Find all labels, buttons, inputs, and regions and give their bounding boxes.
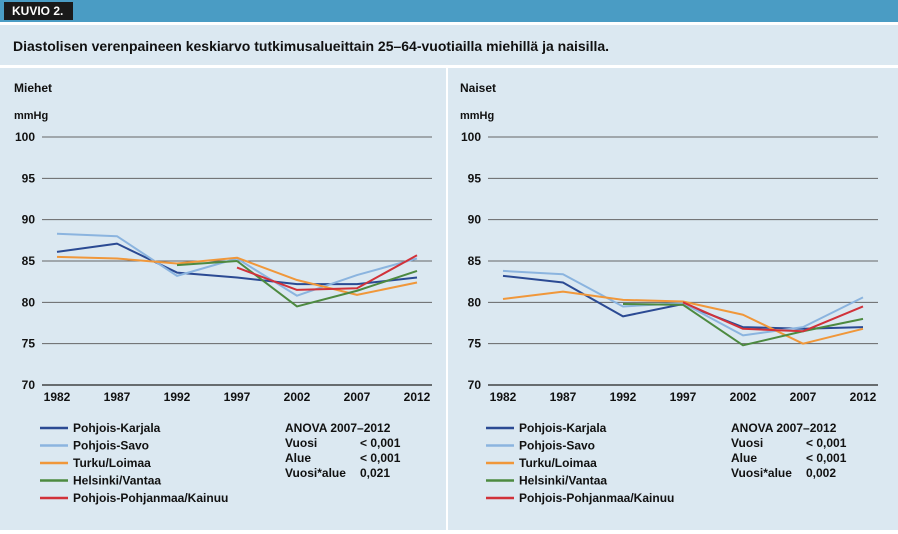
men-y-tick-label: 80 (22, 295, 36, 309)
men-legend-label: Turku/Loimaa (73, 456, 151, 470)
women-x-tick-label: 1987 (550, 390, 577, 404)
men-y-tick-label: 85 (22, 254, 36, 268)
women-stats-label: Alue (731, 451, 757, 465)
men-stats-label: Vuosi (285, 436, 317, 450)
men-stats-value: 0,021 (360, 466, 390, 480)
women-stats-label: Vuosi*alue (731, 466, 792, 480)
women-legend-label: Pohjois-Savo (519, 439, 595, 453)
women-stats-value: < 0,001 (806, 436, 847, 450)
figure-tag: KUVIO 2. (4, 2, 74, 20)
men-legend-label: Pohjois-Karjala (73, 421, 161, 435)
women-y-axis-label: mmHg (460, 110, 494, 122)
panel-women-background (448, 68, 898, 530)
women-series-line (502, 290, 864, 345)
women-y-tick-label: 80 (468, 295, 482, 309)
men-x-tick-label: 2012 (404, 390, 431, 404)
women-legend-label: Pohjois-Pohjanmaa/Kainuu (519, 491, 674, 505)
women-stats-value: 0,002 (806, 466, 836, 480)
charts-svg: Miehet mmHg 70 75 80 85 90 95 100 1982 1987 1992 199… (14, 81, 878, 505)
men-legend-label: Helsinki/Vantaa (73, 474, 161, 488)
men-y-tick-label: 70 (22, 378, 36, 392)
men-series-line (56, 242, 418, 286)
men-y-tick-label: 95 (22, 171, 36, 185)
men-series-line (236, 254, 418, 291)
women-panel-title: Naiset (460, 81, 496, 95)
men-series-line (56, 232, 418, 297)
men-series-line (176, 260, 418, 308)
women-x-tick-label: 2007 (790, 390, 817, 404)
men-x-tick-label: 2002 (284, 390, 311, 404)
women-x-tick-label: 2012 (850, 390, 877, 404)
men-stats-label: Alue (285, 451, 311, 465)
men-x-tick-label: 2007 (344, 390, 371, 404)
women-x-tick-label: 1982 (490, 390, 517, 404)
men-y-tick-label: 90 (22, 213, 36, 227)
women-legend-label: Helsinki/Vantaa (519, 474, 607, 488)
figure-title: Diastolisen verenpaineen keskiarvo tutki… (13, 38, 610, 54)
women-y-tick-label: 85 (468, 254, 482, 268)
women-legend-label: Turku/Loimaa (519, 456, 597, 470)
women-series-line (622, 302, 864, 347)
men-legend-label: Pohjois-Pohjanmaa/Kainuu (73, 491, 228, 505)
men-y-tick-label: 75 (22, 337, 36, 351)
title-bar: Diastolisen verenpaineen keskiarvo tutki… (0, 25, 898, 65)
women-y-tick-label: 90 (468, 213, 482, 227)
men-series-line (56, 255, 418, 296)
women-x-tick-label: 1992 (610, 390, 637, 404)
men-y-axis-label: mmHg (14, 110, 48, 122)
men-x-tick-label: 1992 (164, 390, 191, 404)
panel-men-background (0, 68, 446, 530)
header-bar: KUVIO 2. (0, 0, 898, 22)
women-y-tick-label: 95 (468, 171, 482, 185)
women-y-tick-label: 100 (461, 130, 481, 144)
men-stats-label: Vuosi*alue (285, 466, 346, 480)
men-stats-value: < 0,001 (360, 451, 401, 465)
men-x-tick-label: 1987 (104, 390, 131, 404)
women-series-line (682, 301, 864, 333)
women-x-tick-label: 1997 (670, 390, 697, 404)
men-y-tick-label: 100 (15, 130, 35, 144)
men-legend-label: Pohjois-Savo (73, 439, 149, 453)
men-x-tick-label: 1997 (224, 390, 251, 404)
women-stats-value: < 0,001 (806, 451, 847, 465)
women-y-tick-label: 75 (468, 337, 482, 351)
men-panel-title: Miehet (14, 81, 52, 95)
women-stats-label: Vuosi (731, 436, 763, 450)
men-stats-title: ANOVA 2007–2012 (285, 421, 391, 435)
women-x-tick-label: 2002 (730, 390, 757, 404)
men-x-tick-label: 1982 (44, 390, 71, 404)
women-legend-label: Pohjois-Karjala (519, 421, 607, 435)
women-y-tick-label: 70 (468, 378, 482, 392)
women-stats-title: ANOVA 2007–2012 (731, 421, 837, 435)
men-stats-value: < 0,001 (360, 436, 401, 450)
